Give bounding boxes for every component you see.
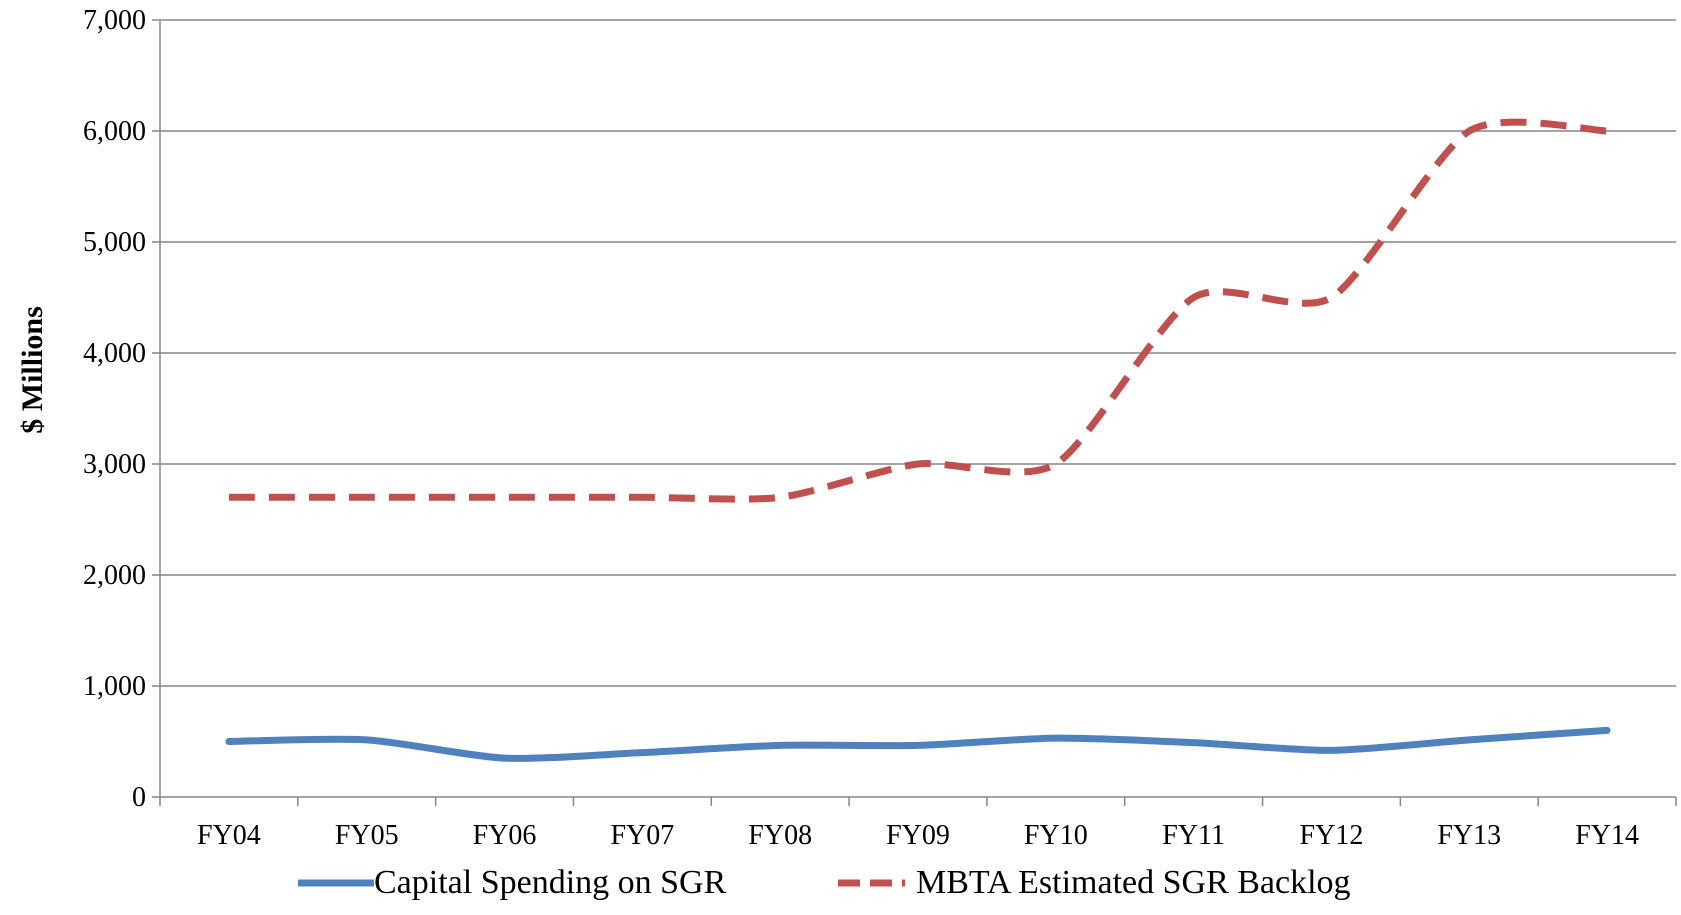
x-tick-label: FY10 xyxy=(1024,820,1088,851)
legend: Capital Spending on SGR MBTA Estimated SG… xyxy=(298,864,1351,901)
y-tick-label: 5,000 xyxy=(83,227,146,258)
x-tick-label: FY13 xyxy=(1437,820,1501,851)
y-tick-label: 2,000 xyxy=(83,560,146,591)
y-tick-label: 0 xyxy=(132,782,146,813)
legend-label-2: MBTA Estimated SGR Backlog xyxy=(916,864,1351,901)
x-tick-label: FY09 xyxy=(886,820,950,851)
x-tick-label: FY04 xyxy=(197,820,261,851)
y-tick-label: 6,000 xyxy=(83,116,146,147)
x-tick-label: FY12 xyxy=(1300,820,1364,851)
y-tick-label: 3,000 xyxy=(83,449,146,480)
x-tick-label: FY07 xyxy=(610,820,674,851)
x-tick-label: FY05 xyxy=(335,820,399,851)
x-tick-label: FY08 xyxy=(748,820,812,851)
x-tick-label: FY06 xyxy=(473,820,537,851)
y-tick-label: 4,000 xyxy=(83,338,146,369)
x-tick-label: FY11 xyxy=(1162,820,1225,851)
y-axis-label: $ Millions xyxy=(16,306,49,434)
y-tick-label: 7,000 xyxy=(83,5,146,36)
gridlines xyxy=(160,19,1676,687)
series-lines xyxy=(225,118,1611,762)
series-line-2 xyxy=(228,118,1608,503)
series-line-1 xyxy=(225,726,1611,762)
legend-label-1: Capital Spending on SGR xyxy=(374,864,727,901)
axes xyxy=(159,20,1676,798)
y-axis-ticks: 0 1,000 2,000 3,000 4,000 5,000 6,000 7,000 xyxy=(83,5,160,813)
y-tick-label: 1,000 xyxy=(83,671,146,702)
x-axis-ticks: FY04 FY05 FY06 FY07 FY08 FY09 FY10 FY11 FY12 FY13… xyxy=(159,797,1677,851)
x-tick-label: FY14 xyxy=(1575,820,1639,851)
